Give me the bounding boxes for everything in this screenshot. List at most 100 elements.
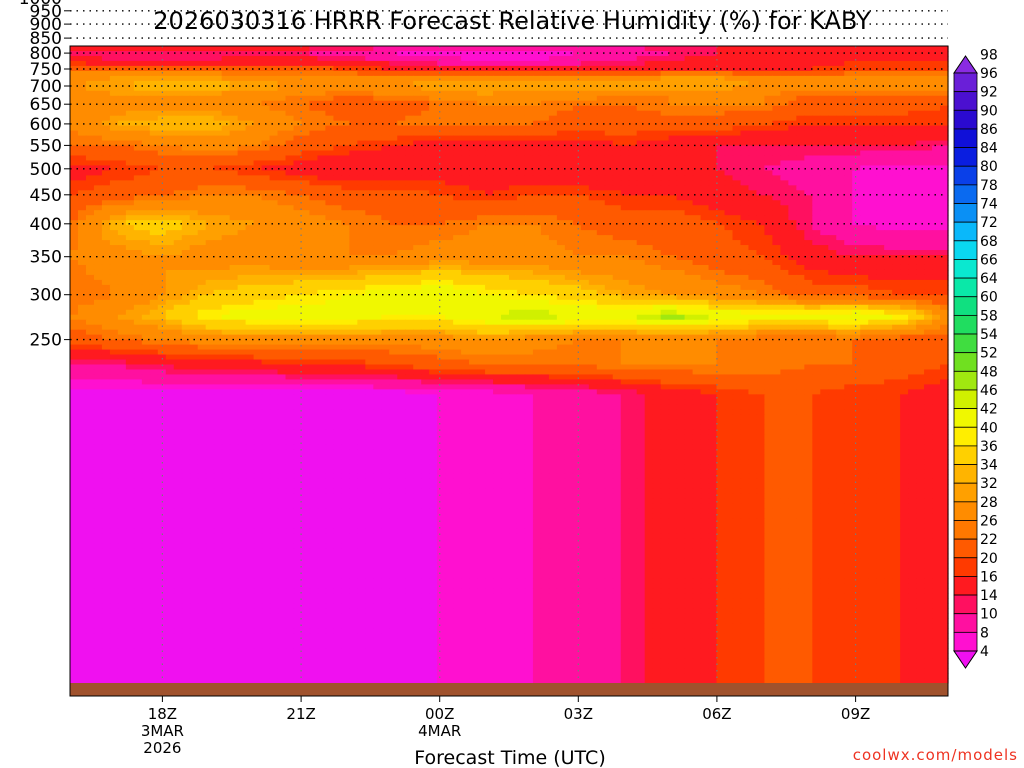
heatmap-cell <box>269 75 279 82</box>
heatmap-cell <box>509 140 518 147</box>
heatmap-cell <box>461 230 470 236</box>
heatmap-cell <box>429 125 438 132</box>
heatmap-cell <box>253 50 263 57</box>
heatmap-cell <box>277 165 287 172</box>
heatmap-cell <box>253 175 263 181</box>
heatmap-cell <box>740 46 750 52</box>
heatmap-cell <box>876 230 885 236</box>
heatmap-cell <box>477 255 486 261</box>
heatmap-cell <box>548 200 558 206</box>
heatmap-cell <box>708 165 718 172</box>
heatmap-cell <box>349 125 358 132</box>
heatmap-cell <box>916 150 925 157</box>
heatmap-cell <box>181 70 191 77</box>
heatmap-cell <box>588 210 598 216</box>
heatmap-cell <box>516 80 526 87</box>
heatmap-cell <box>181 100 191 107</box>
heatmap-cell <box>149 105 159 112</box>
heatmap-cell <box>165 135 175 142</box>
heatmap-cell <box>516 125 526 132</box>
heatmap-cell <box>285 195 295 201</box>
heatmap-cell <box>596 170 606 176</box>
heatmap-cell <box>812 235 821 241</box>
heatmap-cell <box>101 255 111 261</box>
heatmap-cell <box>740 95 750 102</box>
heatmap-cell <box>820 130 829 137</box>
heatmap-cell <box>421 240 430 246</box>
heatmap-cell <box>916 250 925 256</box>
heatmap-cell <box>548 46 558 52</box>
heatmap-cell <box>628 125 638 132</box>
heatmap-cell <box>117 70 127 77</box>
heatmap-cell <box>916 110 925 117</box>
heatmap-cell <box>860 160 869 167</box>
heatmap-cell <box>692 70 702 77</box>
heatmap-cell <box>357 195 366 201</box>
heatmap-cell <box>540 80 550 87</box>
heatmap-cell <box>516 120 526 127</box>
heatmap-cell <box>493 80 502 87</box>
heatmap-cell <box>253 255 263 261</box>
heatmap-cell <box>604 85 614 92</box>
heatmap-cell <box>620 100 630 107</box>
heatmap-cell <box>189 125 199 132</box>
heatmap-cell <box>77 80 87 87</box>
heatmap-cell <box>740 80 750 87</box>
heatmap-cell <box>309 215 319 221</box>
heatmap-cell <box>676 220 686 226</box>
heatmap-cell <box>429 130 438 137</box>
heatmap-cell <box>884 264 893 271</box>
heatmap-cell <box>389 65 398 72</box>
heatmap-cell <box>509 235 518 241</box>
heatmap-cell <box>732 110 742 117</box>
heatmap-cell <box>101 245 111 251</box>
heatmap-cell <box>365 220 374 226</box>
heatmap-cell <box>133 115 143 122</box>
heatmap-cell <box>285 269 295 276</box>
heatmap-cell <box>932 75 941 82</box>
heatmap-cell <box>668 60 678 67</box>
heatmap-cell <box>309 145 319 152</box>
heatmap-cell <box>461 255 470 261</box>
heatmap-cell <box>317 140 327 147</box>
heatmap-cell <box>516 155 526 162</box>
heatmap-cell <box>181 80 191 87</box>
heatmap-cell <box>149 170 159 176</box>
heatmap-cell <box>277 200 287 206</box>
heatmap-cell <box>524 150 534 157</box>
heatmap-cell <box>405 215 414 221</box>
heatmap-cell <box>740 140 750 147</box>
heatmap-cell <box>365 46 374 52</box>
heatmap-cell <box>524 95 534 102</box>
heatmap-cell <box>477 130 486 137</box>
heatmap-cell <box>429 235 438 241</box>
heatmap-cell <box>772 95 781 102</box>
heatmap-cell <box>429 220 438 226</box>
heatmap-cell <box>197 180 207 186</box>
heatmap-cell <box>445 75 454 82</box>
heatmap-cell <box>381 95 390 102</box>
heatmap-cell <box>676 135 686 142</box>
heatmap-cell <box>924 185 933 191</box>
heatmap-cell <box>860 115 869 122</box>
heatmap-cell <box>820 180 829 186</box>
heatmap-cell <box>668 140 678 147</box>
heatmap-cell <box>141 264 151 271</box>
heatmap-cell <box>389 195 398 201</box>
heatmap-cell <box>245 269 255 276</box>
heatmap-cell <box>405 85 414 92</box>
heatmap-cell <box>564 175 574 181</box>
heatmap-cell <box>588 245 598 251</box>
heatmap-cell <box>309 70 319 77</box>
heatmap-cell <box>189 130 199 137</box>
heatmap-cell <box>245 105 255 112</box>
heatmap-cell <box>596 140 606 147</box>
heatmap-cell <box>397 230 406 236</box>
heatmap-cell <box>892 110 901 117</box>
heatmap-cell <box>884 235 893 241</box>
heatmap-cell <box>357 170 366 176</box>
heatmap-cell <box>700 70 710 77</box>
heatmap-cell <box>580 120 590 127</box>
heatmap-cell <box>453 165 462 172</box>
heatmap-cell <box>301 250 311 256</box>
